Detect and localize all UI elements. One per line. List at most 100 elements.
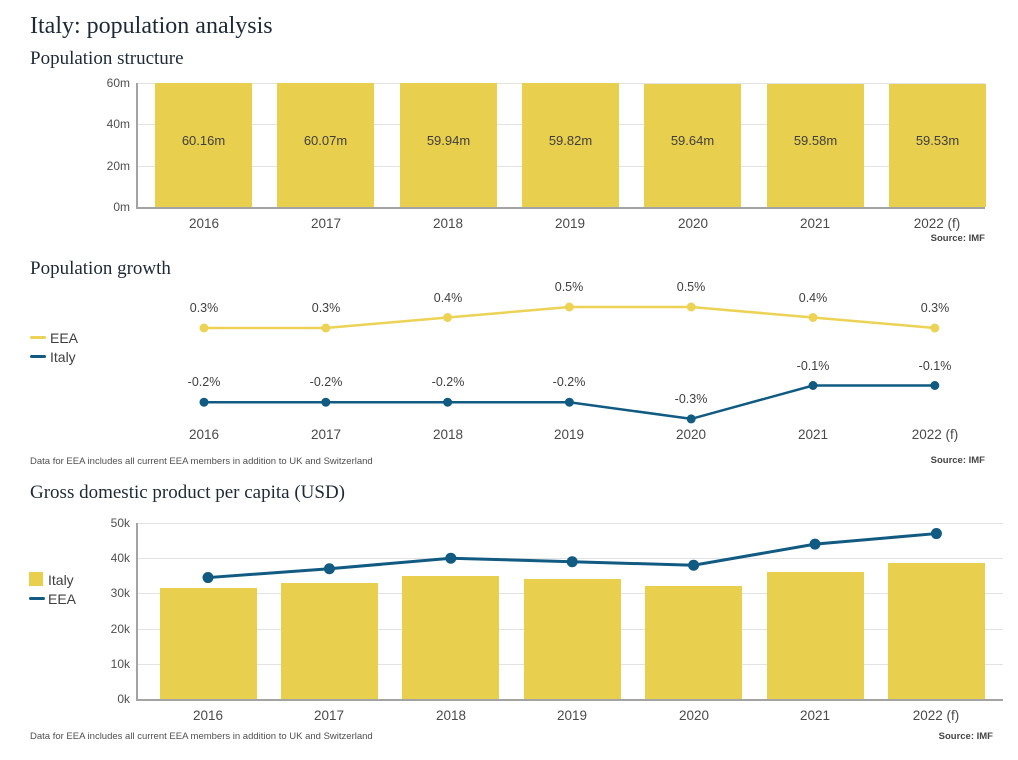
x-axis-label: 2022 (f) xyxy=(912,708,960,723)
x-axis-label: 2018 xyxy=(432,216,464,231)
x-axis-label: 2020 xyxy=(678,708,710,723)
legend-label-eea: EEA xyxy=(50,330,79,346)
point-label: 0.3% xyxy=(920,301,950,315)
legend-label-italy: Italy xyxy=(48,572,74,588)
gridline xyxy=(137,523,1003,524)
x-axis-label: 2019 xyxy=(554,216,586,231)
bar-value-label: 59.53m xyxy=(915,133,960,148)
x-axis-label: 2016 xyxy=(188,427,220,442)
y-tick-label: 0k xyxy=(117,692,130,706)
x-axis-baseline xyxy=(136,207,985,209)
growth-eea-point xyxy=(686,302,696,312)
growth-italy-line xyxy=(204,384,935,421)
growth-eea-point xyxy=(443,313,453,322)
y-tick-label: 40m xyxy=(106,117,130,131)
y-tick-label: 0m xyxy=(113,200,130,214)
x-axis-baseline xyxy=(136,699,1003,701)
gdp-eea-point xyxy=(323,563,335,575)
chart1-source: Source: IMF xyxy=(930,233,985,244)
y-tick-label: 10k xyxy=(110,657,130,671)
bar xyxy=(888,563,985,699)
bar xyxy=(402,576,499,699)
x-axis-label: 2019 xyxy=(556,708,588,723)
point-label: 0.5% xyxy=(554,280,584,294)
gdp-eea-line xyxy=(207,532,937,580)
bar xyxy=(767,84,864,207)
bar xyxy=(645,586,742,699)
growth-italy-point xyxy=(321,397,331,407)
growth-italy-point xyxy=(930,381,940,390)
x-axis-label: 2020 xyxy=(677,216,709,231)
x-axis-label: 2018 xyxy=(432,427,464,442)
bar xyxy=(524,579,621,699)
chart3-source: Source: IMF xyxy=(938,731,993,742)
point-label: -0.3% xyxy=(674,392,708,406)
y-tick-label: 60m xyxy=(106,76,130,90)
x-axis-label: 2016 xyxy=(192,708,224,723)
x-axis-label: 2016 xyxy=(188,216,220,231)
y-tick-label: 20k xyxy=(110,622,130,636)
point-label: 0.4% xyxy=(433,291,463,305)
legend-label-italy: Italy xyxy=(50,349,76,365)
gridline xyxy=(137,558,1003,559)
bar xyxy=(155,83,252,207)
growth-italy-point xyxy=(199,397,209,407)
gdp-eea-point xyxy=(809,538,821,550)
point-label: -0.1% xyxy=(918,359,952,373)
x-axis-label: 2021 xyxy=(799,708,831,723)
gdp-eea-point xyxy=(930,528,942,540)
point-label: 0.4% xyxy=(798,291,828,305)
bar-value-label: 60.16m xyxy=(181,133,226,148)
legend-label-eea: EEA xyxy=(48,591,77,607)
legend-swatch-eea-line xyxy=(29,597,45,600)
chart2-title: Population growth xyxy=(30,258,171,279)
bar-value-label: 59.58m xyxy=(793,133,838,148)
bar-value-label: 59.64m xyxy=(670,133,715,148)
bar-value-label: 60.07m xyxy=(303,133,348,148)
growth-italy-point xyxy=(443,397,453,407)
x-axis-label: 2022 (f) xyxy=(911,427,959,442)
x-axis-label: 2020 xyxy=(675,427,707,442)
point-label: -0.2% xyxy=(187,375,221,389)
x-axis-label: 2018 xyxy=(435,708,467,723)
bar-value-label: 59.94m xyxy=(426,133,471,148)
chart2-source: Source: IMF xyxy=(930,455,985,466)
bar-value-label: 59.82m xyxy=(548,133,593,148)
bar xyxy=(277,83,374,207)
point-label: -0.1% xyxy=(796,359,830,373)
bar xyxy=(400,83,497,207)
growth-eea-point xyxy=(930,323,940,333)
bar xyxy=(522,83,619,207)
gdp-eea-point xyxy=(688,559,700,571)
chart1-title: Population structure xyxy=(30,48,184,69)
y-tick-label: 50k xyxy=(110,516,130,530)
growth-eea-point xyxy=(321,323,331,333)
point-label: -0.2% xyxy=(309,375,343,389)
bar xyxy=(767,572,864,699)
legend-swatch-eea-line xyxy=(30,336,46,339)
growth-eea-point xyxy=(564,302,574,312)
x-axis-label: 2022 (f) xyxy=(913,216,961,231)
y-tick-label: 40k xyxy=(110,551,130,565)
legend-swatch-italy-bar xyxy=(29,572,43,586)
y-tick-label: 30k xyxy=(110,586,130,600)
y-axis-line xyxy=(136,523,138,699)
x-axis-label: 2021 xyxy=(797,427,829,442)
chart3-title: Gross domestic product per capita (USD) xyxy=(30,482,346,503)
x-axis-label: 2017 xyxy=(313,708,345,723)
point-label: 0.3% xyxy=(189,301,219,315)
chart2-footnote: Data for EEA includes all current EEA me… xyxy=(30,456,373,467)
bar xyxy=(644,84,741,207)
growth-italy-point xyxy=(808,381,818,390)
gdp-eea-point xyxy=(202,572,214,584)
point-label: -0.2% xyxy=(552,375,586,389)
chart3-footnote: Data for EEA includes all current EEA me… xyxy=(30,731,373,742)
bar xyxy=(281,583,378,699)
page-title: Italy: population analysis xyxy=(30,13,273,39)
growth-eea-point xyxy=(808,313,818,322)
x-axis-label: 2017 xyxy=(310,427,342,442)
point-label: -0.2% xyxy=(431,375,465,389)
growth-italy-point xyxy=(686,414,696,424)
